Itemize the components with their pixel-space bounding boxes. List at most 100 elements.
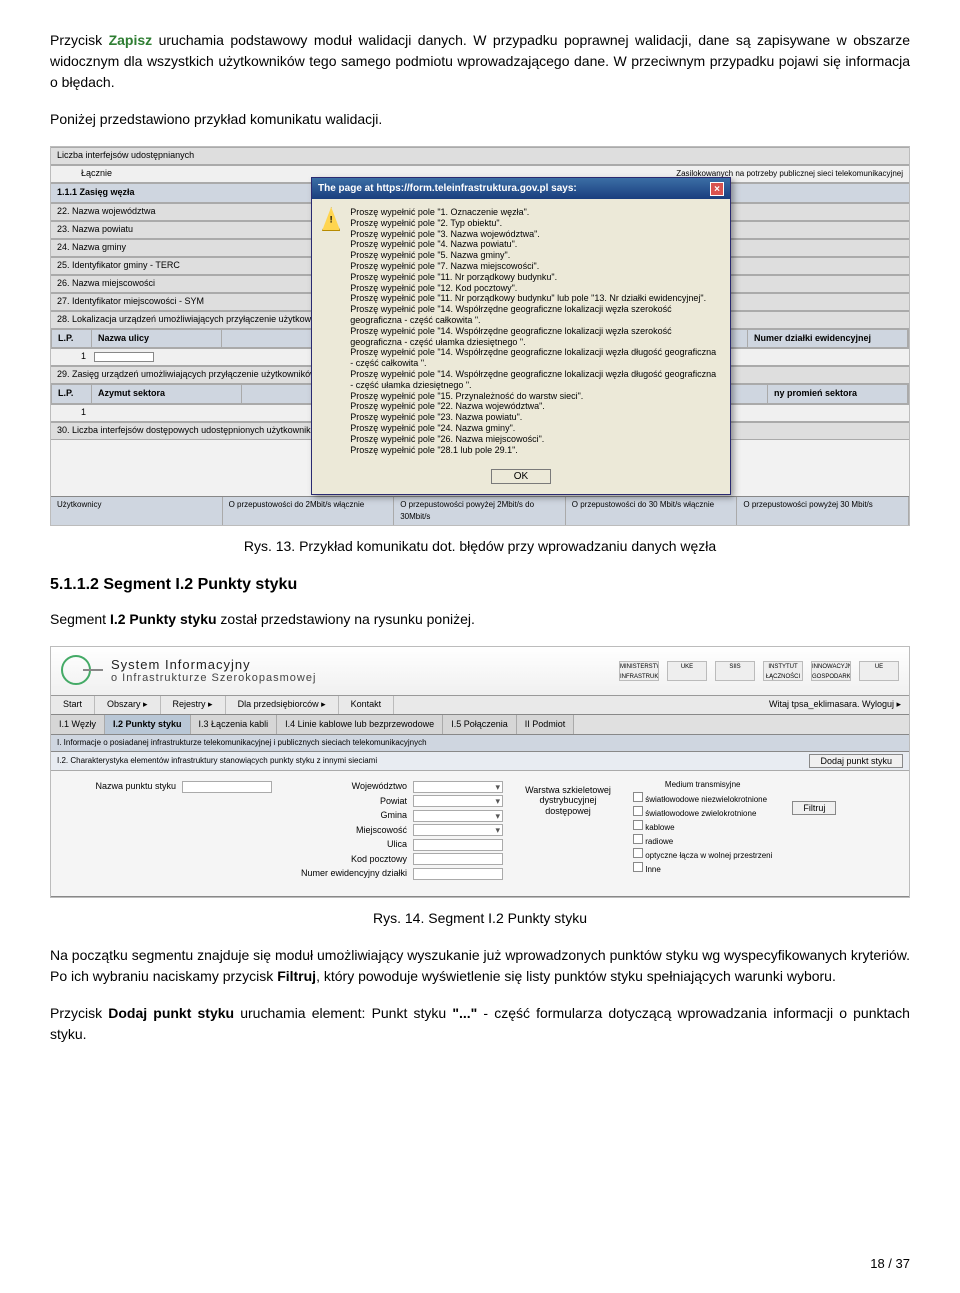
tab-i4[interactable]: I.4 Linie kablowe lub bezprzewodowe [277, 715, 443, 735]
filter-col-5: Filtruj [792, 779, 836, 816]
intro-p1-a: Przycisk [50, 32, 109, 48]
checkbox-label: optyczne łącza w wolnej przestrzeni [643, 851, 772, 860]
page-number: 18 / 37 [870, 1254, 910, 1274]
medium-checkbox-row: światłowodowe niezwielokrotnione [633, 792, 772, 806]
dialog-line: Proszę wypełnić pole "7. Nazwa miejscowo… [350, 261, 720, 272]
dialog-line: Proszę wypełnić pole "4. Nazwa powiatu". [350, 239, 720, 250]
tab-ii[interactable]: II Podmiot [517, 715, 575, 735]
partner-logo: SIIS [715, 661, 755, 681]
warning-icon [322, 207, 340, 231]
field-label: Województwo [292, 780, 407, 794]
filter-panel: Nazwa punktu styku WojewództwoPowiatGmin… [51, 771, 909, 897]
field-select[interactable] [413, 795, 503, 807]
form-row: Liczba interfejsów udostępnianych [51, 147, 909, 165]
filter-field: Gmina [292, 809, 503, 823]
checkbox[interactable] [633, 820, 643, 830]
dialog-title-text: The page at https://form.teleinfrastrukt… [318, 181, 577, 196]
dialog-line: Proszę wypełnić pole "15. Przynależność … [350, 391, 720, 402]
filter-col-3: Warstwa szkieletowej dystrybucyjnej dost… [523, 779, 613, 816]
field-input[interactable] [413, 853, 503, 865]
tab-i2[interactable]: I.2 Punkty styku [105, 715, 191, 735]
field-label: Kod pocztowy [292, 853, 407, 867]
field-select[interactable] [413, 781, 503, 793]
login-status[interactable]: Witaj tpsa_eklimasara. Wyloguj ▸ [394, 696, 909, 714]
checkbox-label: Inne [643, 865, 661, 874]
filter-col-1: Nazwa punktu styku [61, 779, 272, 795]
field-label: Ulica [292, 838, 407, 852]
intro-p1-c: uruchamia podstawowy moduł walidacji dan… [50, 32, 910, 90]
checkbox-label: światłowodowe zwielokrotnione [643, 809, 756, 818]
dialog-line: Proszę wypełnić pole "14. Współrzędne ge… [350, 304, 720, 326]
field-label: Numer ewidencyjny działki [292, 867, 407, 881]
checkbox-label: światłowodowe niezwielokrotnione [643, 795, 767, 804]
dialog-line: Proszę wypełnić pole "11. Nr porządkowy … [350, 272, 720, 283]
menu-item-business[interactable]: Dla przedsiębiorców ▸ [226, 696, 339, 714]
close-icon[interactable]: × [710, 182, 724, 196]
medium-checkbox-row: radiowe [633, 834, 772, 848]
dialog-line: Proszę wypełnić pole "26. Nazwa miejscow… [350, 434, 720, 445]
checkbox-label: kablowe [643, 823, 675, 832]
tab-i3[interactable]: I.3 Łączenia kabli [191, 715, 278, 735]
filter-field: Ulica [292, 838, 503, 852]
figure-caption-14: Rys. 14. Segment I.2 Punkty styku [50, 908, 910, 929]
dialog-line: Proszę wypełnić pole "12. Kod pocztowy". [350, 283, 720, 294]
field-select[interactable] [413, 824, 503, 836]
field-input[interactable] [413, 839, 503, 851]
top-menubar: Start Obszary ▸ Rejestry ▸ Dla przedsięb… [51, 696, 909, 715]
ok-button[interactable]: OK [491, 469, 551, 484]
name-input[interactable] [182, 781, 272, 793]
screenshot-system-page: System Informacyjny o Infrastrukturze Sz… [50, 646, 910, 898]
page-banner: System Informacyjny o Infrastrukturze Sz… [51, 647, 909, 696]
menu-item-start[interactable]: Start [51, 696, 95, 714]
dialog-line: Proszę wypełnić pole "5. Nazwa gminy". [350, 250, 720, 261]
banner-titles: System Informacyjny o Infrastrukturze Sz… [111, 657, 316, 686]
segment-intro: Segment I.2 Punkty styku został przedsta… [50, 609, 910, 630]
tab-i1[interactable]: I.1 Węzły [51, 715, 105, 735]
para-filter-desc: Na początku segmentu znajduje się moduł … [50, 945, 910, 987]
dialog-line: Proszę wypełnić pole "24. Nazwa gminy". [350, 423, 720, 434]
partner-logos: MINISTERSTWO INFRASTRUKTURYUKESIISINSTYT… [619, 661, 899, 681]
validation-dialog: The page at https://form.teleinfrastrukt… [311, 177, 731, 495]
checkbox[interactable] [633, 834, 643, 844]
checkbox[interactable] [633, 792, 643, 802]
checkbox[interactable] [633, 848, 643, 858]
intro-para-2: Poniżej przedstawiono przykład komunikat… [50, 109, 910, 130]
tab-i5[interactable]: I.5 Połączenia [443, 715, 517, 735]
filter-col-2: WojewództwoPowiatGminaMiejscowośćUlicaKo… [292, 779, 503, 882]
filter-field: Miejscowość [292, 824, 503, 838]
dialog-line: Proszę wypełnić pole "14. Współrzędne ge… [350, 369, 720, 391]
field-label: Powiat [292, 795, 407, 809]
dialog-titlebar: The page at https://form.teleinfrastrukt… [312, 178, 730, 199]
form-footer-row: Użytkownicy O przepustowości do 2Mbit/s … [51, 496, 909, 525]
field-label: Miejscowość [292, 824, 407, 838]
dialog-line: Proszę wypełnić pole "3. Nazwa województ… [350, 229, 720, 240]
dialog-message-list: Proszę wypełnić pole "1. Oznaczenie węzł… [350, 207, 720, 455]
menu-item-areas[interactable]: Obszary ▸ [95, 696, 161, 714]
dialog-line: Proszę wypełnić pole "23. Nazwa powiatu"… [350, 412, 720, 423]
tabs-bar: I.1 Węzły I.2 Punkty styku I.3 Łączenia … [51, 715, 909, 736]
filter-button[interactable]: Filtruj [792, 801, 836, 815]
at-logo-icon [61, 653, 103, 689]
filter-field: Kod pocztowy [292, 853, 503, 867]
menu-item-contact[interactable]: Kontakt [339, 696, 395, 714]
menu-item-registers[interactable]: Rejestry ▸ [161, 696, 226, 714]
add-point-button[interactable]: Dodaj punkt styku [809, 754, 903, 768]
partner-logo: MINISTERSTWO INFRASTRUKTURY [619, 661, 659, 681]
partner-logo: UKE [667, 661, 707, 681]
intro-para-1: Przycisk Zapisz uruchamia podstawowy mod… [50, 30, 910, 93]
checkbox[interactable] [633, 862, 643, 872]
dialog-line: Proszę wypełnić pole "22. Nazwa wojewódz… [350, 401, 720, 412]
dialog-line: Proszę wypełnić pole "28.1 lub pole 29.1… [350, 445, 720, 456]
checkbox[interactable] [633, 806, 643, 816]
field-select[interactable] [413, 810, 503, 822]
field-input[interactable] [413, 868, 503, 880]
dialog-line: Proszę wypełnić pole "11. Nr porządkowy … [350, 293, 720, 304]
dialog-line: Proszę wypełnić pole "14. Współrzędne ge… [350, 326, 720, 348]
medium-header: Medium transmisyjne [633, 779, 772, 791]
medium-checkbox-row: optyczne łącza w wolnej przestrzeni [633, 848, 772, 862]
filter-field: Województwo [292, 780, 503, 794]
partner-logo: UE [859, 661, 899, 681]
layer-label: Warstwa szkieletowej dystrybucyjnej dost… [523, 785, 613, 816]
filter-field: Powiat [292, 795, 503, 809]
para-add-point: Przycisk Dodaj punkt styku uruchamia ele… [50, 1003, 910, 1045]
